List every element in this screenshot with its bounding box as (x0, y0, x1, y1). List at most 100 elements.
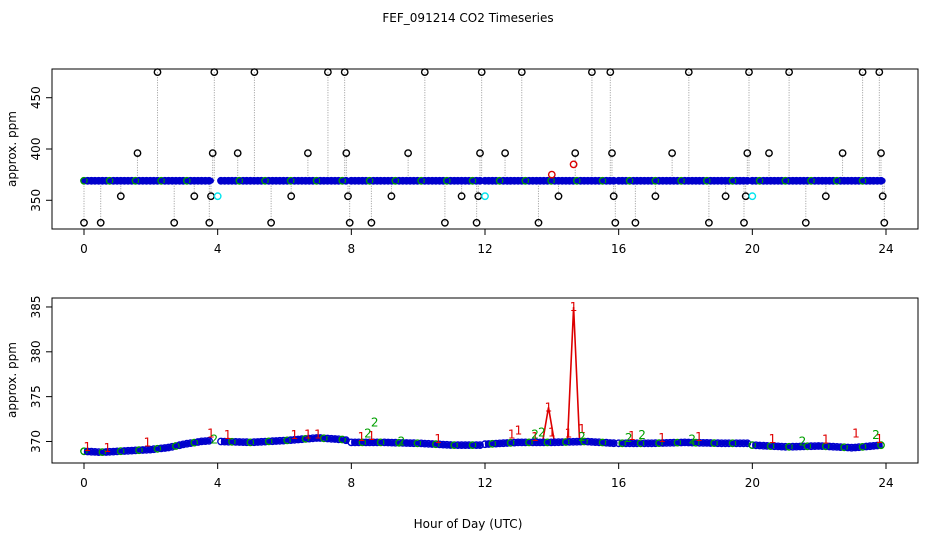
baseline-point (135, 176, 144, 185)
baseline-point (182, 439, 191, 448)
baseline-point (576, 437, 585, 446)
baseline-point (109, 447, 118, 456)
spike-point (303, 149, 312, 158)
baseline-point (636, 176, 645, 185)
baseline-point (554, 176, 563, 185)
baseline-point (194, 438, 202, 446)
panel-top: 0 4 8 12 16 20 24 350 400 450 approx. ppm (5, 68, 919, 256)
spike-point (404, 149, 412, 158)
baseline-point (175, 441, 184, 450)
baseline-point (777, 176, 786, 185)
spike-point (821, 192, 830, 201)
baseline-point (380, 438, 389, 447)
baseline-point (633, 439, 641, 448)
series-1-marker: 1 (570, 300, 578, 314)
baseline-point (275, 436, 284, 445)
baseline-point (847, 176, 856, 185)
red-point (569, 160, 578, 169)
spike-point (608, 149, 616, 158)
baseline-point (536, 176, 544, 185)
series-1-marker: 1 (875, 432, 883, 446)
baseline-point (721, 176, 730, 185)
baseline-point (680, 176, 689, 185)
baseline-point (201, 437, 210, 445)
baseline-point (120, 447, 129, 455)
baseline-point (807, 176, 815, 185)
baseline-point (655, 176, 663, 185)
series-1-spike-line (566, 306, 581, 442)
baseline-point (618, 439, 627, 448)
baseline-point (606, 176, 614, 185)
baseline-point (197, 176, 206, 185)
baseline-point (439, 176, 448, 185)
series-1-marker: 1 (852, 426, 860, 440)
baseline-point (584, 176, 592, 185)
baseline-point (472, 176, 481, 185)
baseline-point (514, 438, 522, 447)
baseline-point (725, 439, 733, 448)
baseline-point (587, 176, 596, 185)
baseline-point (272, 437, 280, 445)
spike-point (287, 192, 296, 201)
spike-point (323, 68, 332, 77)
baseline-point (703, 176, 711, 185)
baseline-point (677, 438, 686, 447)
baseline-point (785, 176, 793, 185)
baseline-point (319, 434, 328, 443)
baseline-point (680, 438, 689, 447)
baseline-point (217, 437, 225, 446)
baseline-point (124, 176, 133, 185)
spike-point (387, 192, 396, 201)
baseline-point (510, 438, 519, 447)
baseline-point (514, 176, 522, 185)
baseline-point (873, 441, 882, 450)
baseline-point (417, 176, 426, 185)
y-tick-label: 350 (29, 189, 43, 212)
baseline-point (131, 446, 140, 455)
baseline-point (488, 176, 497, 185)
baseline-point (354, 176, 363, 185)
spike-point (554, 192, 563, 201)
baseline-point (732, 439, 741, 448)
series-1-marker: 1 (531, 430, 539, 444)
baseline-point (677, 176, 686, 185)
baseline-point (235, 438, 244, 446)
baseline-point (116, 176, 125, 185)
baseline-point (362, 438, 370, 447)
baseline-point (331, 176, 339, 185)
baseline-point (714, 439, 722, 448)
baseline-point (428, 440, 437, 448)
baseline-point (840, 443, 849, 452)
baseline-point (224, 437, 233, 446)
baseline-point (873, 176, 882, 185)
baseline-point (803, 176, 812, 185)
spike-point (367, 218, 376, 227)
baseline-point (369, 438, 378, 447)
baseline-point (503, 439, 511, 447)
baseline-point (362, 176, 370, 185)
baseline-point (468, 441, 477, 449)
baseline-point (231, 176, 240, 185)
baseline-point (525, 176, 533, 185)
baseline-point (847, 443, 856, 452)
baseline-point (481, 176, 489, 185)
baseline-point (855, 176, 863, 185)
baseline-point (453, 441, 462, 449)
spike-point (571, 149, 580, 158)
baseline-point (453, 176, 462, 185)
baseline-point (94, 448, 103, 456)
spike-point (344, 192, 352, 201)
baseline-point (290, 176, 299, 185)
baseline-point (703, 438, 711, 447)
baseline-point (550, 438, 559, 447)
series-1-marker: 1 (658, 431, 666, 445)
panel-top-ylabel: approx. ppm (5, 111, 19, 187)
baseline-point (80, 176, 88, 185)
series-1-marker: 1 (515, 424, 523, 438)
baseline-point (164, 443, 173, 452)
baseline-point (365, 176, 374, 185)
baseline-point (420, 176, 429, 185)
baseline-point (268, 437, 277, 446)
baseline-point (695, 176, 704, 185)
